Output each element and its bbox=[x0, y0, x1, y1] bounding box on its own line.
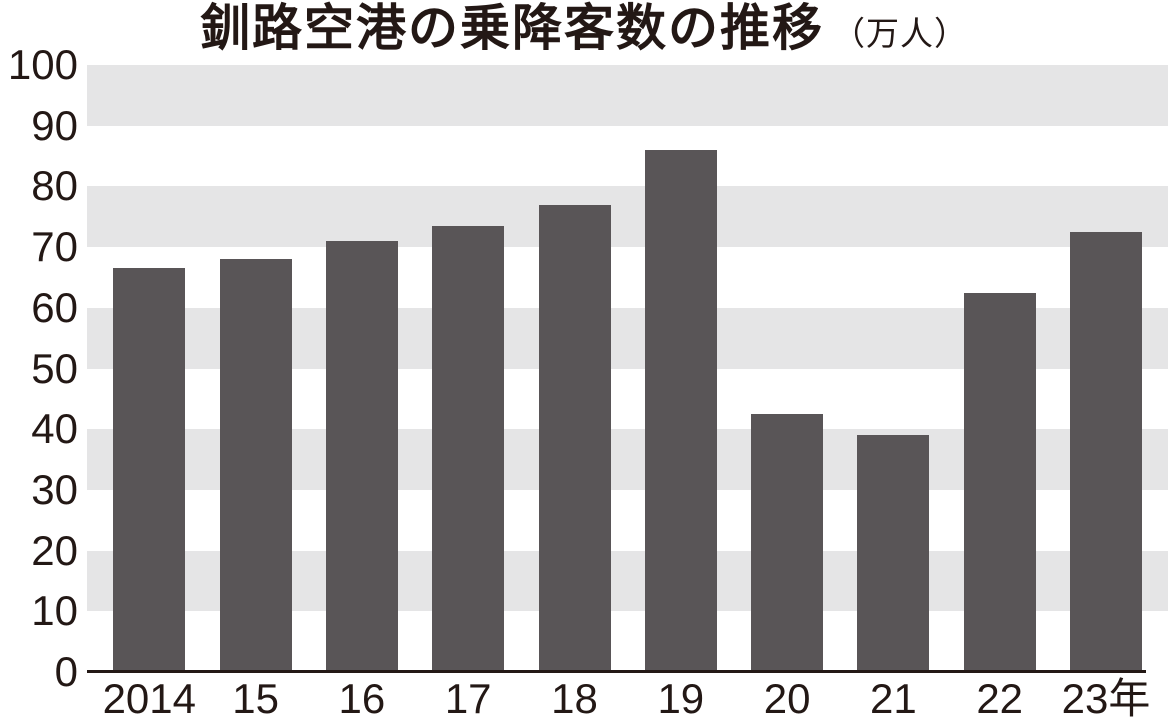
y-tick-label-10: 10 bbox=[31, 587, 78, 635]
y-tick-label-20: 20 bbox=[31, 526, 78, 574]
y-tick-label-70: 70 bbox=[31, 223, 78, 271]
x-tick-label-18: 18 bbox=[551, 675, 598, 720]
y-tick-label-0: 0 bbox=[54, 648, 78, 695]
x-tick-label-21: 21 bbox=[870, 675, 917, 720]
bar-19 bbox=[644, 149, 717, 672]
y-tick-label-40: 40 bbox=[31, 405, 78, 453]
bar-18 bbox=[538, 204, 611, 672]
x-tick-label-2014: 2014 bbox=[102, 675, 197, 720]
y-tick-label-50: 50 bbox=[31, 344, 78, 392]
x-tick-label-23年: 23年 bbox=[1061, 675, 1151, 720]
chart-title: 釧路空港の乗降客数の推移 （万人） bbox=[0, 0, 1168, 58]
chart-title-text: 釧路空港の乗降客数の推移 bbox=[200, 0, 824, 56]
grid-band-70-80 bbox=[87, 186, 1168, 248]
y-tick-label-30: 30 bbox=[31, 465, 78, 513]
bar-21 bbox=[857, 435, 930, 672]
bar-15 bbox=[219, 259, 292, 672]
y-tick-label-100: 100 bbox=[7, 41, 78, 88]
y-tick-label-90: 90 bbox=[31, 101, 78, 149]
grid-band-90-100 bbox=[87, 65, 1168, 126]
x-tick-label-15: 15 bbox=[232, 675, 279, 720]
bar-23年 bbox=[1070, 231, 1142, 672]
x-tick-label-17: 17 bbox=[444, 675, 492, 720]
bar-22 bbox=[963, 292, 1036, 672]
bar-16 bbox=[325, 241, 398, 672]
bar-20 bbox=[751, 414, 824, 672]
y-tick-label-80: 80 bbox=[31, 162, 78, 210]
x-axis-line bbox=[87, 670, 1146, 673]
x-tick-label-16: 16 bbox=[338, 675, 386, 720]
bar-17 bbox=[432, 225, 505, 672]
plot-area bbox=[87, 65, 1168, 672]
x-tick-label-22: 22 bbox=[976, 675, 1024, 720]
x-tick-label-19: 19 bbox=[657, 675, 705, 720]
y-tick-label-60: 60 bbox=[31, 283, 78, 331]
bar-2014 bbox=[113, 268, 186, 672]
chart-unit-label: （万人） bbox=[832, 15, 968, 52]
x-tick-label-20: 20 bbox=[763, 675, 811, 720]
